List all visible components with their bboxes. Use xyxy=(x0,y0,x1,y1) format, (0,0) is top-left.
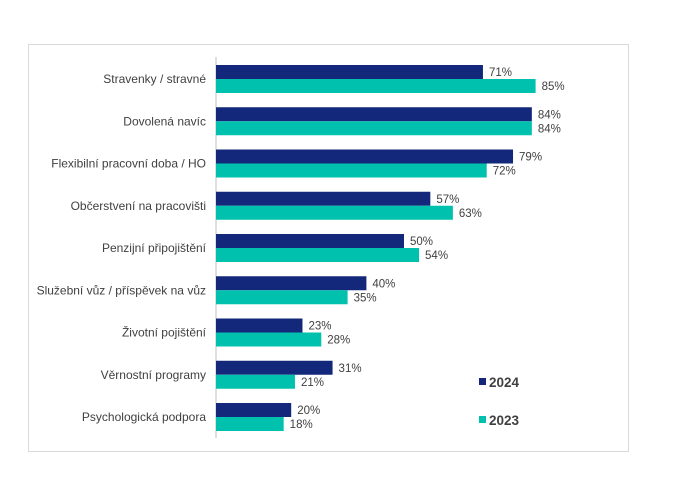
bar-2024 xyxy=(216,65,483,79)
bar-2023 xyxy=(216,163,487,178)
value-label: 35% xyxy=(354,292,377,304)
legend-label-2023: 2023 xyxy=(489,413,520,428)
value-label: 85% xyxy=(542,81,565,93)
bar-2024 xyxy=(216,318,303,333)
bar-2024 xyxy=(216,276,367,291)
value-label: 40% xyxy=(372,278,395,290)
bar-2023 xyxy=(216,205,453,220)
category-label: Psychologická podpora xyxy=(82,410,206,424)
bars xyxy=(216,65,536,431)
category-labels: Stravenky / stravné Dovolená navíc Flexibi… xyxy=(37,72,207,424)
bar-2023 xyxy=(216,290,348,305)
bar-2023 xyxy=(216,248,420,262)
bar-2023 xyxy=(216,374,295,389)
bar-2024 xyxy=(216,234,404,248)
value-labels: 71% 85% 84% 84% 79%72% 57%63% 50% 54% 40% 35% 23% 2… xyxy=(290,67,565,431)
value-label: 23% xyxy=(308,321,331,333)
category-label: Životní pojištění xyxy=(122,325,207,340)
bar-2024 xyxy=(216,191,431,206)
legend-label-2024: 2024 xyxy=(489,375,520,390)
bar-2024 xyxy=(216,149,514,164)
value-label: 50% xyxy=(410,236,433,248)
value-label: 63% xyxy=(459,208,482,220)
bar-2024 xyxy=(216,360,333,375)
value-label: 20% xyxy=(297,405,320,417)
category-label: Služební vůz / příspěvek na vůz xyxy=(37,283,206,297)
bar-2024 xyxy=(216,107,532,122)
bar-2023 xyxy=(216,121,532,136)
category-label: Dovolená navíc xyxy=(123,114,206,128)
category-label: Věrnostní programy xyxy=(101,368,206,382)
legend-swatch-2024 xyxy=(479,378,486,385)
value-label: 21% xyxy=(301,377,324,389)
value-label: 18% xyxy=(290,419,313,431)
category-label: Penzijní připojištění xyxy=(102,241,207,255)
value-label: 84% xyxy=(538,123,561,135)
value-label: 57% xyxy=(436,194,459,206)
value-label: 71% xyxy=(489,67,512,79)
value-label: 84% xyxy=(538,109,561,121)
category-label: Stravenky / stravné xyxy=(103,72,206,86)
value-label: 28% xyxy=(327,335,350,347)
value-label: 31% xyxy=(339,363,362,375)
bar-2024 xyxy=(216,403,292,417)
bar-2023 xyxy=(216,79,536,93)
bar-2023 xyxy=(216,417,284,431)
legend-swatch-2023 xyxy=(479,416,486,423)
bar-2023 xyxy=(216,332,322,347)
value-label: 79% xyxy=(519,152,542,164)
legend: 2024 2023 xyxy=(479,375,520,428)
category-label: Občerstvení na pracovišti xyxy=(71,199,206,213)
value-label: 54% xyxy=(425,250,448,262)
value-label: 72% xyxy=(493,166,516,178)
category-label: Flexibilní pracovní doba / HO xyxy=(51,157,206,171)
